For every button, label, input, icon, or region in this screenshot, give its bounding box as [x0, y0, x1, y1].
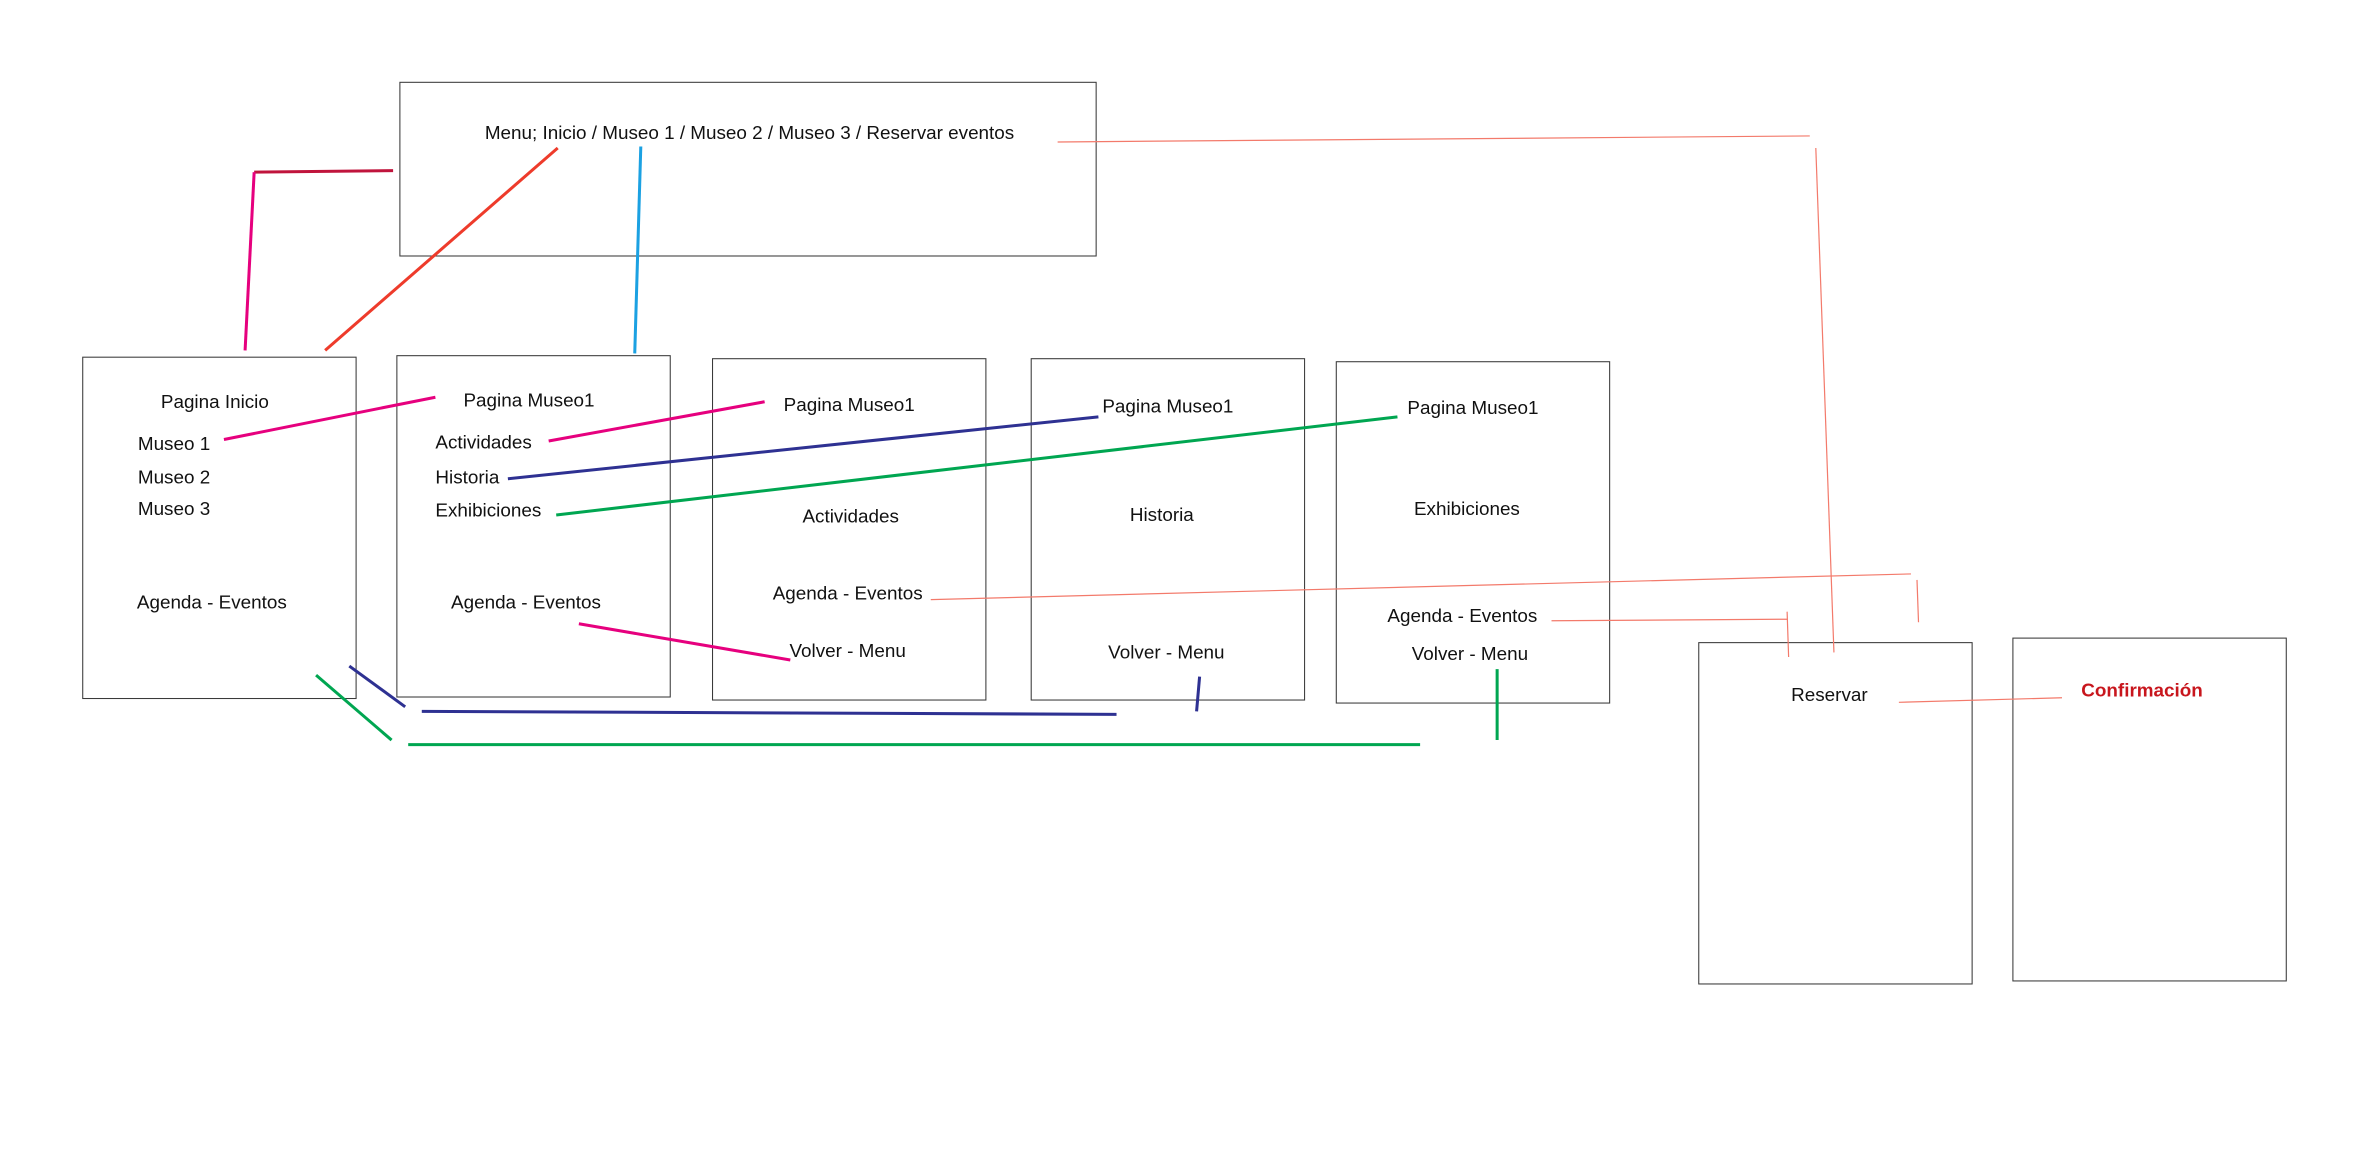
page-title: Confirmación [2081, 679, 2203, 700]
page-reservar: Reservar [1698, 642, 1973, 985]
connector-exhibiciones-back [315, 673, 393, 742]
connector-actividades [548, 400, 765, 443]
section-title: Historia [1130, 504, 1194, 525]
page-inicio: Pagina Inicio Museo 1 Museo 2 Museo 3 Ag… [82, 356, 357, 700]
connector-agenda-reservar [930, 573, 1911, 601]
nav-item-museo1: Museo 1 [138, 433, 210, 454]
section-title: Exhibiciones [1414, 498, 1520, 519]
page-exhibiciones: Pagina Museo1 Exhibiciones Agenda - Even… [1335, 361, 1611, 704]
connector-agenda-reservar [1786, 611, 1790, 658]
connector-menu-inicio [243, 172, 256, 351]
nav-item-historia: Historia [435, 466, 499, 487]
page-confirmacion: Confirmación [2012, 637, 2287, 982]
page-title: Pagina Inicio [161, 391, 269, 412]
connector-museo1 [223, 395, 436, 441]
page-title: Reservar [1791, 684, 1868, 705]
menu-box: Menu; Inicio / Museo 1 / Museo 2 / Museo… [399, 81, 1097, 257]
connector-agenda-reservar [1916, 579, 1920, 623]
connector-museo1-link [633, 146, 643, 354]
connector-historia-back [421, 709, 1117, 716]
page-title: Pagina Museo1 [463, 389, 594, 410]
page-title: Pagina Museo1 [1407, 397, 1538, 418]
volver-menu: Volver - Menu [1412, 643, 1528, 664]
connector-reservar-link [1815, 147, 1835, 653]
agenda-eventos: Agenda - Eventos [1387, 605, 1537, 626]
volver-menu: Volver - Menu [790, 640, 906, 661]
connector-reservar-link [1057, 135, 1810, 143]
page-actividades: Pagina Museo1 Actividades Agenda - Event… [711, 358, 987, 701]
connector-menu-inicio [254, 169, 394, 174]
section-title: Actividades [802, 506, 898, 527]
agenda-eventos: Agenda - Eventos [773, 583, 923, 604]
connector-historia-back [348, 664, 407, 709]
connector-inicio-link [324, 146, 559, 352]
nav-item-actividades: Actividades [435, 432, 531, 453]
connector-historia-back [1195, 676, 1202, 712]
connector-agenda-reservar [1551, 618, 1788, 622]
nav-item-museo2: Museo 2 [138, 466, 210, 487]
page-historia: Pagina Museo1 Historia Volver - Menu [1030, 358, 1306, 701]
connector-agenda-volver [578, 622, 791, 662]
menu-text: Menu; Inicio / Museo 1 / Museo 2 / Museo… [485, 122, 1014, 143]
connector-reservar-confirmacion [1898, 697, 2063, 703]
page-museo1: Pagina Museo1 Actividades Historia Exhib… [396, 355, 671, 698]
connector-historia [507, 415, 1099, 481]
agenda-eventos: Agenda - Eventos [451, 592, 601, 613]
nav-item-museo3: Museo 3 [138, 498, 210, 519]
agenda-eventos: Agenda - Eventos [137, 592, 287, 613]
connectors [223, 135, 2063, 747]
volver-menu: Volver - Menu [1108, 641, 1224, 662]
nav-item-exhibiciones: Exhibiciones [435, 500, 541, 521]
page-title: Pagina Museo1 [1102, 395, 1233, 416]
page-title: Pagina Museo1 [784, 394, 915, 415]
connector-exhibiciones [556, 415, 1398, 517]
